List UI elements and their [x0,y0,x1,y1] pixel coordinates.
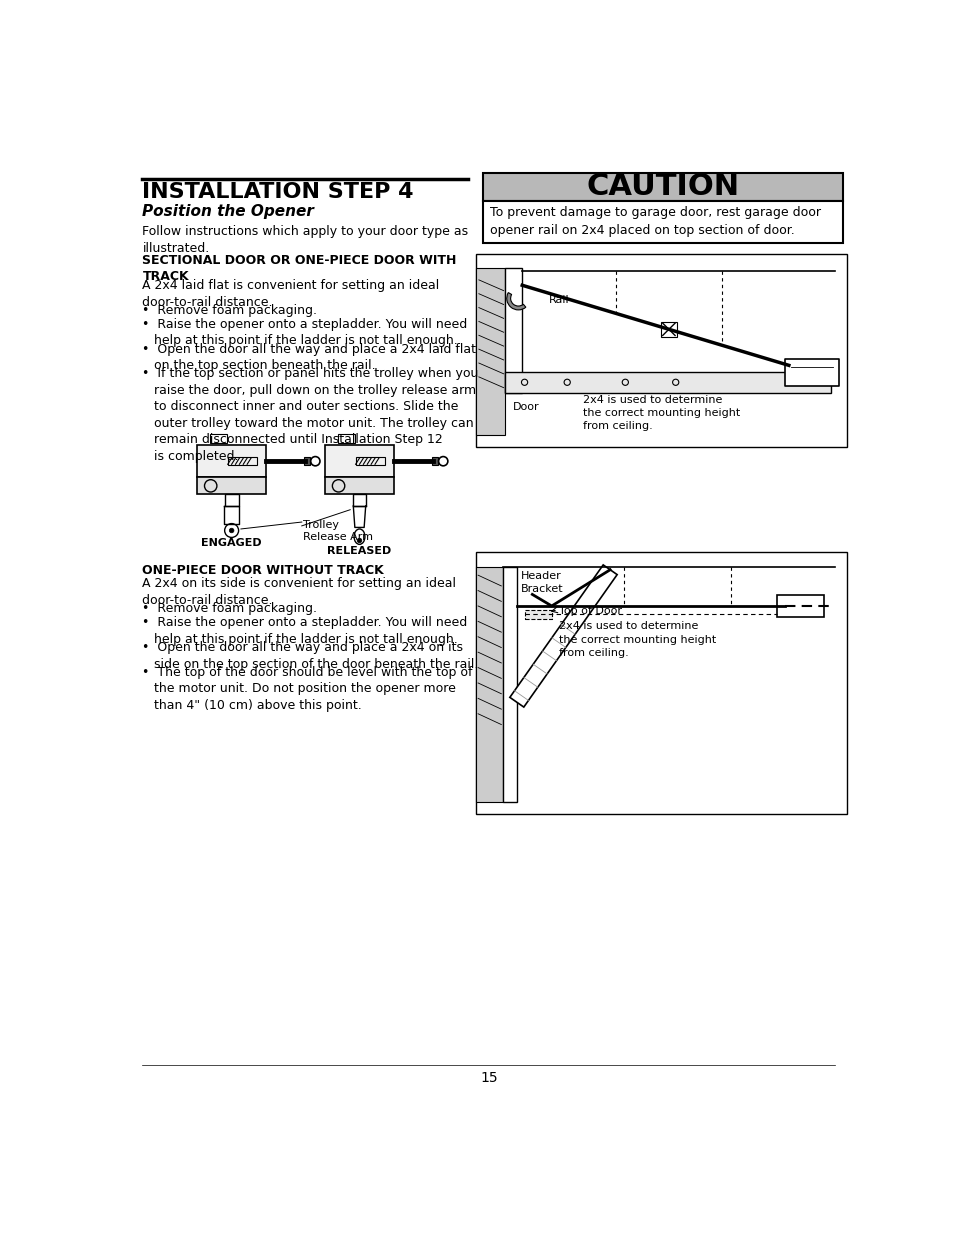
Text: •  Open the door all the way and place a 2x4 laid flat
   on the top section ben: • Open the door all the way and place a … [142,342,476,372]
Bar [210,435,227,443]
Text: •  The top of the door should be level with the top of
   the motor unit. Do not: • The top of the door should be level wi… [142,666,473,711]
Bar [196,478,266,494]
Bar [660,321,676,337]
Bar [483,200,842,243]
Bar [337,435,355,443]
Bar [196,445,266,478]
Text: RELEASED: RELEASED [327,546,392,556]
Text: SECTIONAL DOOR OR ONE-PIECE DOOR WITH
TRACK: SECTIONAL DOOR OR ONE-PIECE DOOR WITH TR… [142,254,456,284]
Bar [224,494,238,506]
Text: A 2x4 on its side is convenient for setting an ideal
door-to-rail distance.: A 2x4 on its side is convenient for sett… [142,578,456,606]
Circle shape [356,538,361,543]
Bar [476,268,505,436]
Text: CAUTION: CAUTION [586,172,740,201]
Text: Header
Bracket: Header Bracket [520,572,562,594]
Text: •  Remove foam packaging.: • Remove foam packaging. [142,603,317,615]
Text: INSTALLATION STEP 4: INSTALLATION STEP 4 [142,182,414,203]
Text: •  Raise the opener onto a stepladder. You will need
   help at this point if th: • Raise the opener onto a stepladder. Yo… [142,616,467,646]
Bar [524,610,551,619]
Text: Position the Opener: Position the Opener [142,204,314,219]
Text: Top of Door: Top of Door [558,606,621,616]
Text: Door: Door [513,403,539,412]
Text: 15: 15 [479,1071,497,1084]
Polygon shape [509,564,617,708]
Text: Follow instructions which apply to your door type as
illustrated.: Follow instructions which apply to your … [142,225,468,256]
Text: A 2x4 laid flat is convenient for setting an ideal
door-to-rail distance.: A 2x4 laid flat is convenient for settin… [142,279,439,309]
Text: To prevent damage to garage door, rest garage door
opener rail on 2x4 placed on : To prevent damage to garage door, rest g… [489,206,820,237]
Bar [483,173,842,200]
Bar [324,445,394,478]
Bar [355,457,385,466]
Circle shape [229,529,233,532]
Wedge shape [506,293,525,310]
Text: ONE-PIECE DOOR WITHOUT TRACK: ONE-PIECE DOOR WITHOUT TRACK [142,563,384,577]
Text: •  Raise the opener onto a stepladder. You will need
   help at this point if th: • Raise the opener onto a stepladder. Yo… [142,317,467,347]
Bar [505,372,831,393]
Bar [476,552,846,814]
Bar [505,268,521,393]
Text: •  If the top section or panel hits the trolley when you
   raise the door, pull: • If the top section or panel hits the t… [142,367,478,463]
Bar [476,254,846,447]
Text: Rail: Rail [549,294,569,305]
Text: ENGAGED: ENGAGED [201,538,262,548]
Bar [303,457,310,466]
Bar [431,457,437,466]
Bar [353,494,366,506]
Text: •  Open the door all the way and place a 2x4 on its
   side on the top section o: • Open the door all the way and place a … [142,641,478,671]
Bar [228,457,257,466]
Bar [777,595,822,616]
Text: 2x4 is used to determine
the correct mounting height
from ceiling.: 2x4 is used to determine the correct mou… [582,395,740,431]
Bar [784,359,839,387]
Text: 2x4 is used to determine
the correct mounting height
from ceiling.: 2x4 is used to determine the correct mou… [558,621,716,658]
Bar [502,567,517,803]
Text: Trolley
Release Arm: Trolley Release Arm [303,520,373,542]
Bar [324,478,394,494]
Text: •  Remove foam packaging.: • Remove foam packaging. [142,304,317,316]
Bar [476,567,502,803]
